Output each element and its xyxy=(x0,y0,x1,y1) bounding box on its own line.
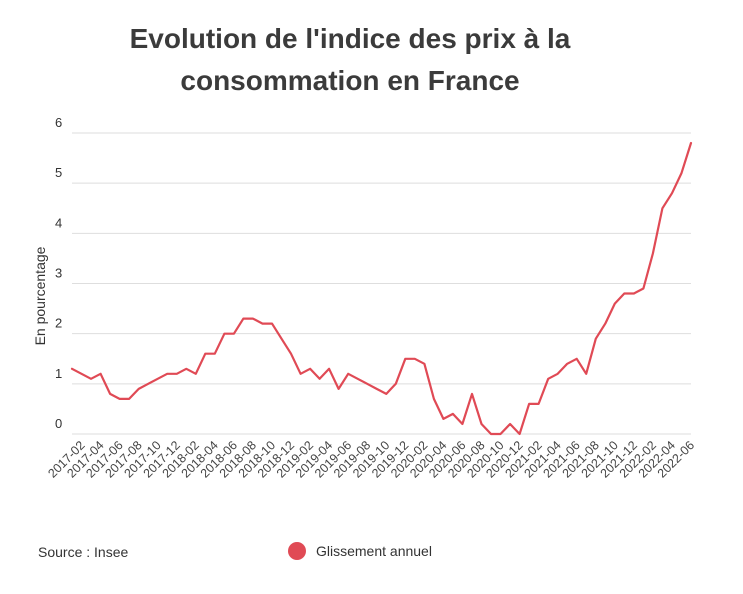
y-tick-label: 0 xyxy=(55,416,62,431)
y-tick-label: 1 xyxy=(55,366,62,381)
chart-title-line-1: Evolution de l'indice des prix à la xyxy=(129,23,571,54)
y-tick-label: 5 xyxy=(55,165,62,180)
y-tick-label: 2 xyxy=(55,316,62,331)
y-tick-label: 3 xyxy=(55,266,62,281)
y-tick-label: 4 xyxy=(55,215,62,230)
series xyxy=(70,141,693,436)
gridlines xyxy=(72,132,691,435)
source-note: Source : Insee xyxy=(38,544,129,560)
x-axis-ticks: 2017-022017-042017-062017-082017-102017-… xyxy=(45,438,697,480)
series-line-0 xyxy=(70,141,693,436)
legend-swatch xyxy=(288,542,306,560)
chart-title-line-2: consommation en France xyxy=(180,65,520,96)
y-axis-ticks: 0 1 2 3 4 5 6 xyxy=(55,115,62,431)
chart-title: Evolution de l'indice des prix à la cons… xyxy=(60,18,640,102)
legend: Glissement annuel xyxy=(288,542,432,560)
y-tick-label: 6 xyxy=(55,115,62,130)
legend-label: Glissement annuel xyxy=(316,543,432,559)
y-axis-label: En pourcentage xyxy=(32,246,48,345)
